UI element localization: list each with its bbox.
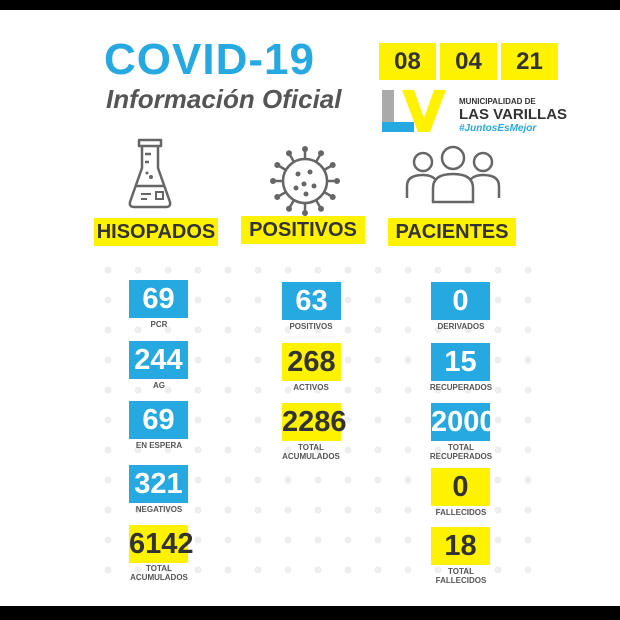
label-negativos: NEGATIVOS — [135, 505, 183, 514]
value-positivos-total: 2286 — [282, 403, 347, 441]
value-fallecidos-total: 18 — [431, 527, 490, 565]
label-derivados: DERIVADOS — [437, 322, 485, 331]
value-en-espera: 69 — [129, 401, 188, 439]
value-recuperados-total: 2000 — [431, 403, 496, 441]
flask-icon — [128, 138, 172, 209]
value-ag: 244 — [129, 341, 188, 379]
value-fallecidos: 0 — [431, 468, 490, 506]
label-ag: AG — [153, 381, 165, 390]
page-subtitle: Información Oficial — [106, 84, 342, 114]
virus-icon — [270, 146, 340, 216]
value-negativos: 321 — [129, 465, 188, 503]
value-derivados: 0 — [431, 282, 490, 320]
label-pcr: PCR — [150, 320, 168, 329]
value-pcr: 69 — [129, 280, 188, 318]
value-hisopados-total: 6142 — [129, 525, 194, 563]
infographic-card: COVID-19 Información Oficial 08 04 21 MU… — [0, 10, 620, 606]
municipality-hashtag: #JuntosEsMejor — [459, 123, 537, 134]
label-recuperados: RECUPERADOS — [429, 383, 493, 392]
date-year: 21 — [501, 43, 558, 80]
label-activos: ACTIVOS — [293, 383, 329, 392]
date-month: 04 — [440, 43, 497, 80]
municipality-name: LAS VARILLAS — [459, 106, 568, 123]
category-hisopados: HISOPADOS — [94, 218, 218, 246]
label-recuperados-total: TOTAL RECUPERADOS — [429, 443, 493, 461]
label-positivos-total: TOTAL ACUMULADOS — [282, 443, 340, 461]
municipality-logo — [382, 90, 446, 132]
label-en-espera: EN ESPERA — [135, 441, 183, 450]
municipality-label: MUNICIPALIDAD DE — [459, 97, 536, 106]
value-positivos: 63 — [282, 282, 341, 320]
value-recuperados: 15 — [431, 343, 490, 381]
people-icon — [405, 145, 501, 204]
label-hisopados-total: TOTAL ACUMULADOS — [130, 564, 188, 582]
label-fallecidos: FALLECIDOS — [435, 508, 487, 517]
label-fallecidos-total: TOTAL FALLECIDOS — [435, 567, 487, 585]
category-positivos: POSITIVOS — [241, 216, 365, 244]
page-title: COVID-19 — [104, 35, 315, 84]
value-activos: 268 — [282, 343, 341, 381]
label-positivos: POSITIVOS — [289, 322, 333, 331]
date-day: 08 — [379, 43, 436, 80]
category-pacientes: PACIENTES — [388, 218, 516, 246]
